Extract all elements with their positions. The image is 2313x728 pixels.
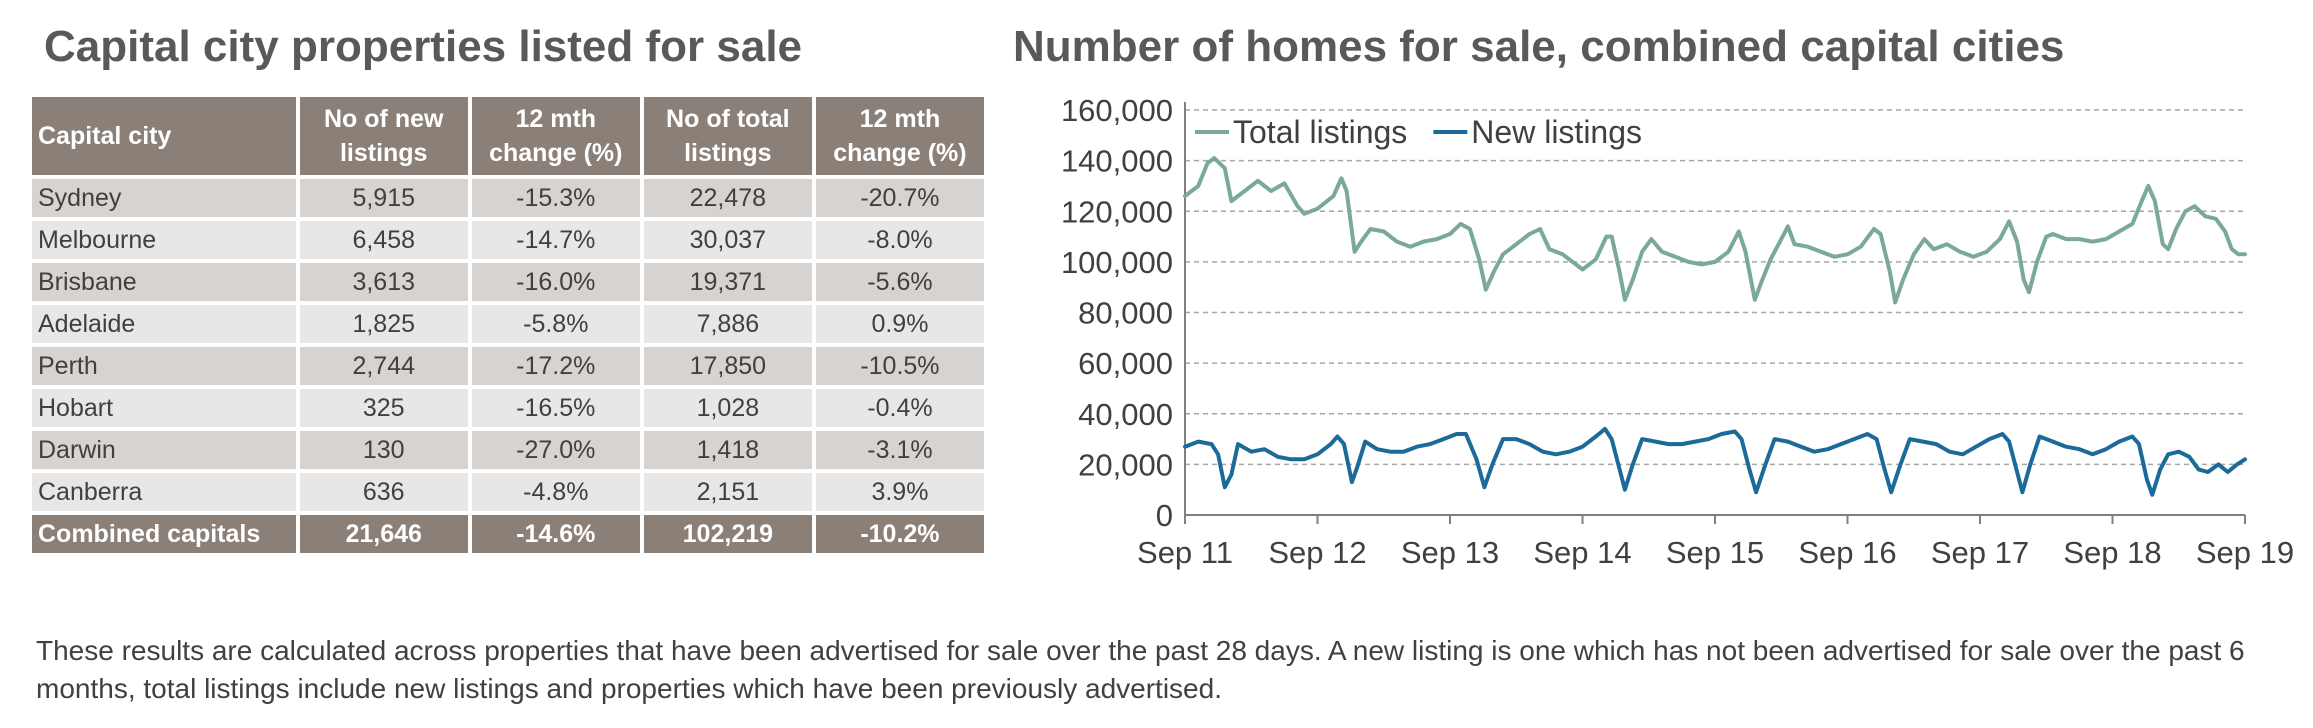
x-tick-label: Sep 11	[1137, 535, 1233, 570]
cell-city: Adelaide	[32, 305, 296, 343]
cell-city: Hobart	[32, 389, 296, 427]
table-row: Perth 2,744 -17.2% 17,850 -10.5%	[32, 347, 984, 385]
y-tick-label: 140,000	[1061, 144, 1173, 179]
x-tick-label: Sep 19	[2196, 535, 2294, 570]
cell-new-listings: 130	[299, 431, 468, 469]
cell-new-listings: 6,458	[299, 221, 468, 259]
cell-new-listings: 21,646	[299, 515, 468, 553]
table-row: Canberra 636 -4.8% 2,151 3.9%	[32, 473, 984, 511]
table-row: Adelaide 1,825 -5.8% 7,886 0.9%	[32, 305, 984, 343]
cell-total-listings: 1,418	[643, 431, 812, 469]
y-tick-label: 40,000	[1078, 397, 1173, 432]
legend-label: New listings	[1471, 114, 1642, 150]
y-tick-label: 80,000	[1078, 296, 1173, 331]
table-row: Darwin 130 -27.0% 1,418 -3.1%	[32, 431, 984, 469]
cell-new-change: -15.3%	[471, 179, 640, 217]
table-row: Sydney 5,915 -15.3% 22,478 -20.7%	[32, 179, 984, 217]
cell-total-listings: 1,028	[643, 389, 812, 427]
cell-total-change: -8.0%	[815, 221, 984, 259]
cell-new-listings: 5,915	[299, 179, 468, 217]
cell-new-listings: 2,744	[299, 347, 468, 385]
cell-city: Perth	[32, 347, 296, 385]
cell-new-change: -16.0%	[471, 263, 640, 301]
cell-new-change: -27.0%	[471, 431, 640, 469]
cell-total-change: 3.9%	[815, 473, 984, 511]
cell-city: Brisbane	[32, 263, 296, 301]
x-tick-label: Sep 17	[1931, 535, 2029, 570]
y-tick-label: 120,000	[1061, 194, 1173, 229]
cell-new-change: -16.5%	[471, 389, 640, 427]
y-tick-label: 160,000	[1061, 93, 1173, 128]
table-total-row: Combined capitals 21,646 -14.6% 102,219 …	[32, 515, 984, 553]
cell-total-listings: 19,371	[643, 263, 812, 301]
y-tick-label: 0	[1156, 498, 1173, 533]
table-row: Hobart 325 -16.5% 1,028 -0.4%	[32, 389, 984, 427]
cell-new-listings: 3,613	[299, 263, 468, 301]
cell-total-change: -10.2%	[815, 515, 984, 553]
cell-new-listings: 1,825	[299, 305, 468, 343]
series-line-total-listings	[1183, 156, 2247, 305]
header-total-change: 12 mth change (%)	[815, 97, 984, 175]
cell-total-listings: 102,219	[643, 515, 812, 553]
chart-title: Number of homes for sale, combined capit…	[1013, 22, 2065, 71]
header-total-listings: No of total listings	[643, 97, 812, 175]
x-tick-label: Sep 16	[1798, 535, 1896, 570]
cell-total-listings: 17,850	[643, 347, 812, 385]
cell-city: Darwin	[32, 431, 296, 469]
x-tick-label: Sep 14	[1533, 535, 1631, 570]
cell-city: Canberra	[32, 473, 296, 511]
x-tick-label: Sep 13	[1401, 535, 1499, 570]
series-line-new-listings	[1183, 426, 2247, 497]
y-tick-label: 20,000	[1078, 447, 1173, 482]
cell-new-change: -14.6%	[471, 515, 640, 553]
cell-city: Sydney	[32, 179, 296, 217]
homes-for-sale-chart: 0 20,000 40,000 60,000 80,000 100,000 120,000 1…	[1061, 93, 2294, 570]
x-tick-label: Sep 18	[2063, 535, 2161, 570]
cell-new-change: -17.2%	[471, 347, 640, 385]
cell-total-change: 0.9%	[815, 305, 984, 343]
cell-total-change: -0.4%	[815, 389, 984, 427]
table-title: Capital city properties listed for sale	[44, 22, 803, 71]
header-capital-city: Capital city	[32, 97, 296, 175]
table-row: Melbourne 6,458 -14.7% 30,037 -8.0%	[32, 221, 984, 259]
legend-label: Total listings	[1233, 114, 1407, 150]
x-tick-label: Sep 12	[1268, 535, 1366, 570]
cell-total-change: -3.1%	[815, 431, 984, 469]
cell-total-listings: 2,151	[643, 473, 812, 511]
cell-total-listings: 22,478	[643, 179, 812, 217]
y-tick-label: 100,000	[1061, 245, 1173, 280]
cell-new-listings: 636	[299, 473, 468, 511]
footnote: These results are calculated across prop…	[36, 635, 2245, 704]
cell-total-change: -5.6%	[815, 263, 984, 301]
y-tick-label: 60,000	[1078, 346, 1173, 381]
cell-total-change: -20.7%	[815, 179, 984, 217]
cell-new-change: -5.8%	[471, 305, 640, 343]
cell-new-listings: 325	[299, 389, 468, 427]
cell-city: Combined capitals	[32, 515, 296, 553]
header-new-listings: No of new listings	[299, 97, 468, 175]
cell-total-change: -10.5%	[815, 347, 984, 385]
table-row: Brisbane 3,613 -16.0% 19,371 -5.6%	[32, 263, 984, 301]
table-header-row: Capital city No of new listings 12 mth c…	[32, 97, 984, 175]
cell-total-listings: 7,886	[643, 305, 812, 343]
cell-new-change: -14.7%	[471, 221, 640, 259]
header-new-change: 12 mth change (%)	[471, 97, 640, 175]
cell-total-listings: 30,037	[643, 221, 812, 259]
listings-table: Capital city No of new listings 12 mth c…	[28, 93, 988, 557]
cell-new-change: -4.8%	[471, 473, 640, 511]
cell-city: Melbourne	[32, 221, 296, 259]
x-tick-label: Sep 15	[1666, 535, 1764, 570]
